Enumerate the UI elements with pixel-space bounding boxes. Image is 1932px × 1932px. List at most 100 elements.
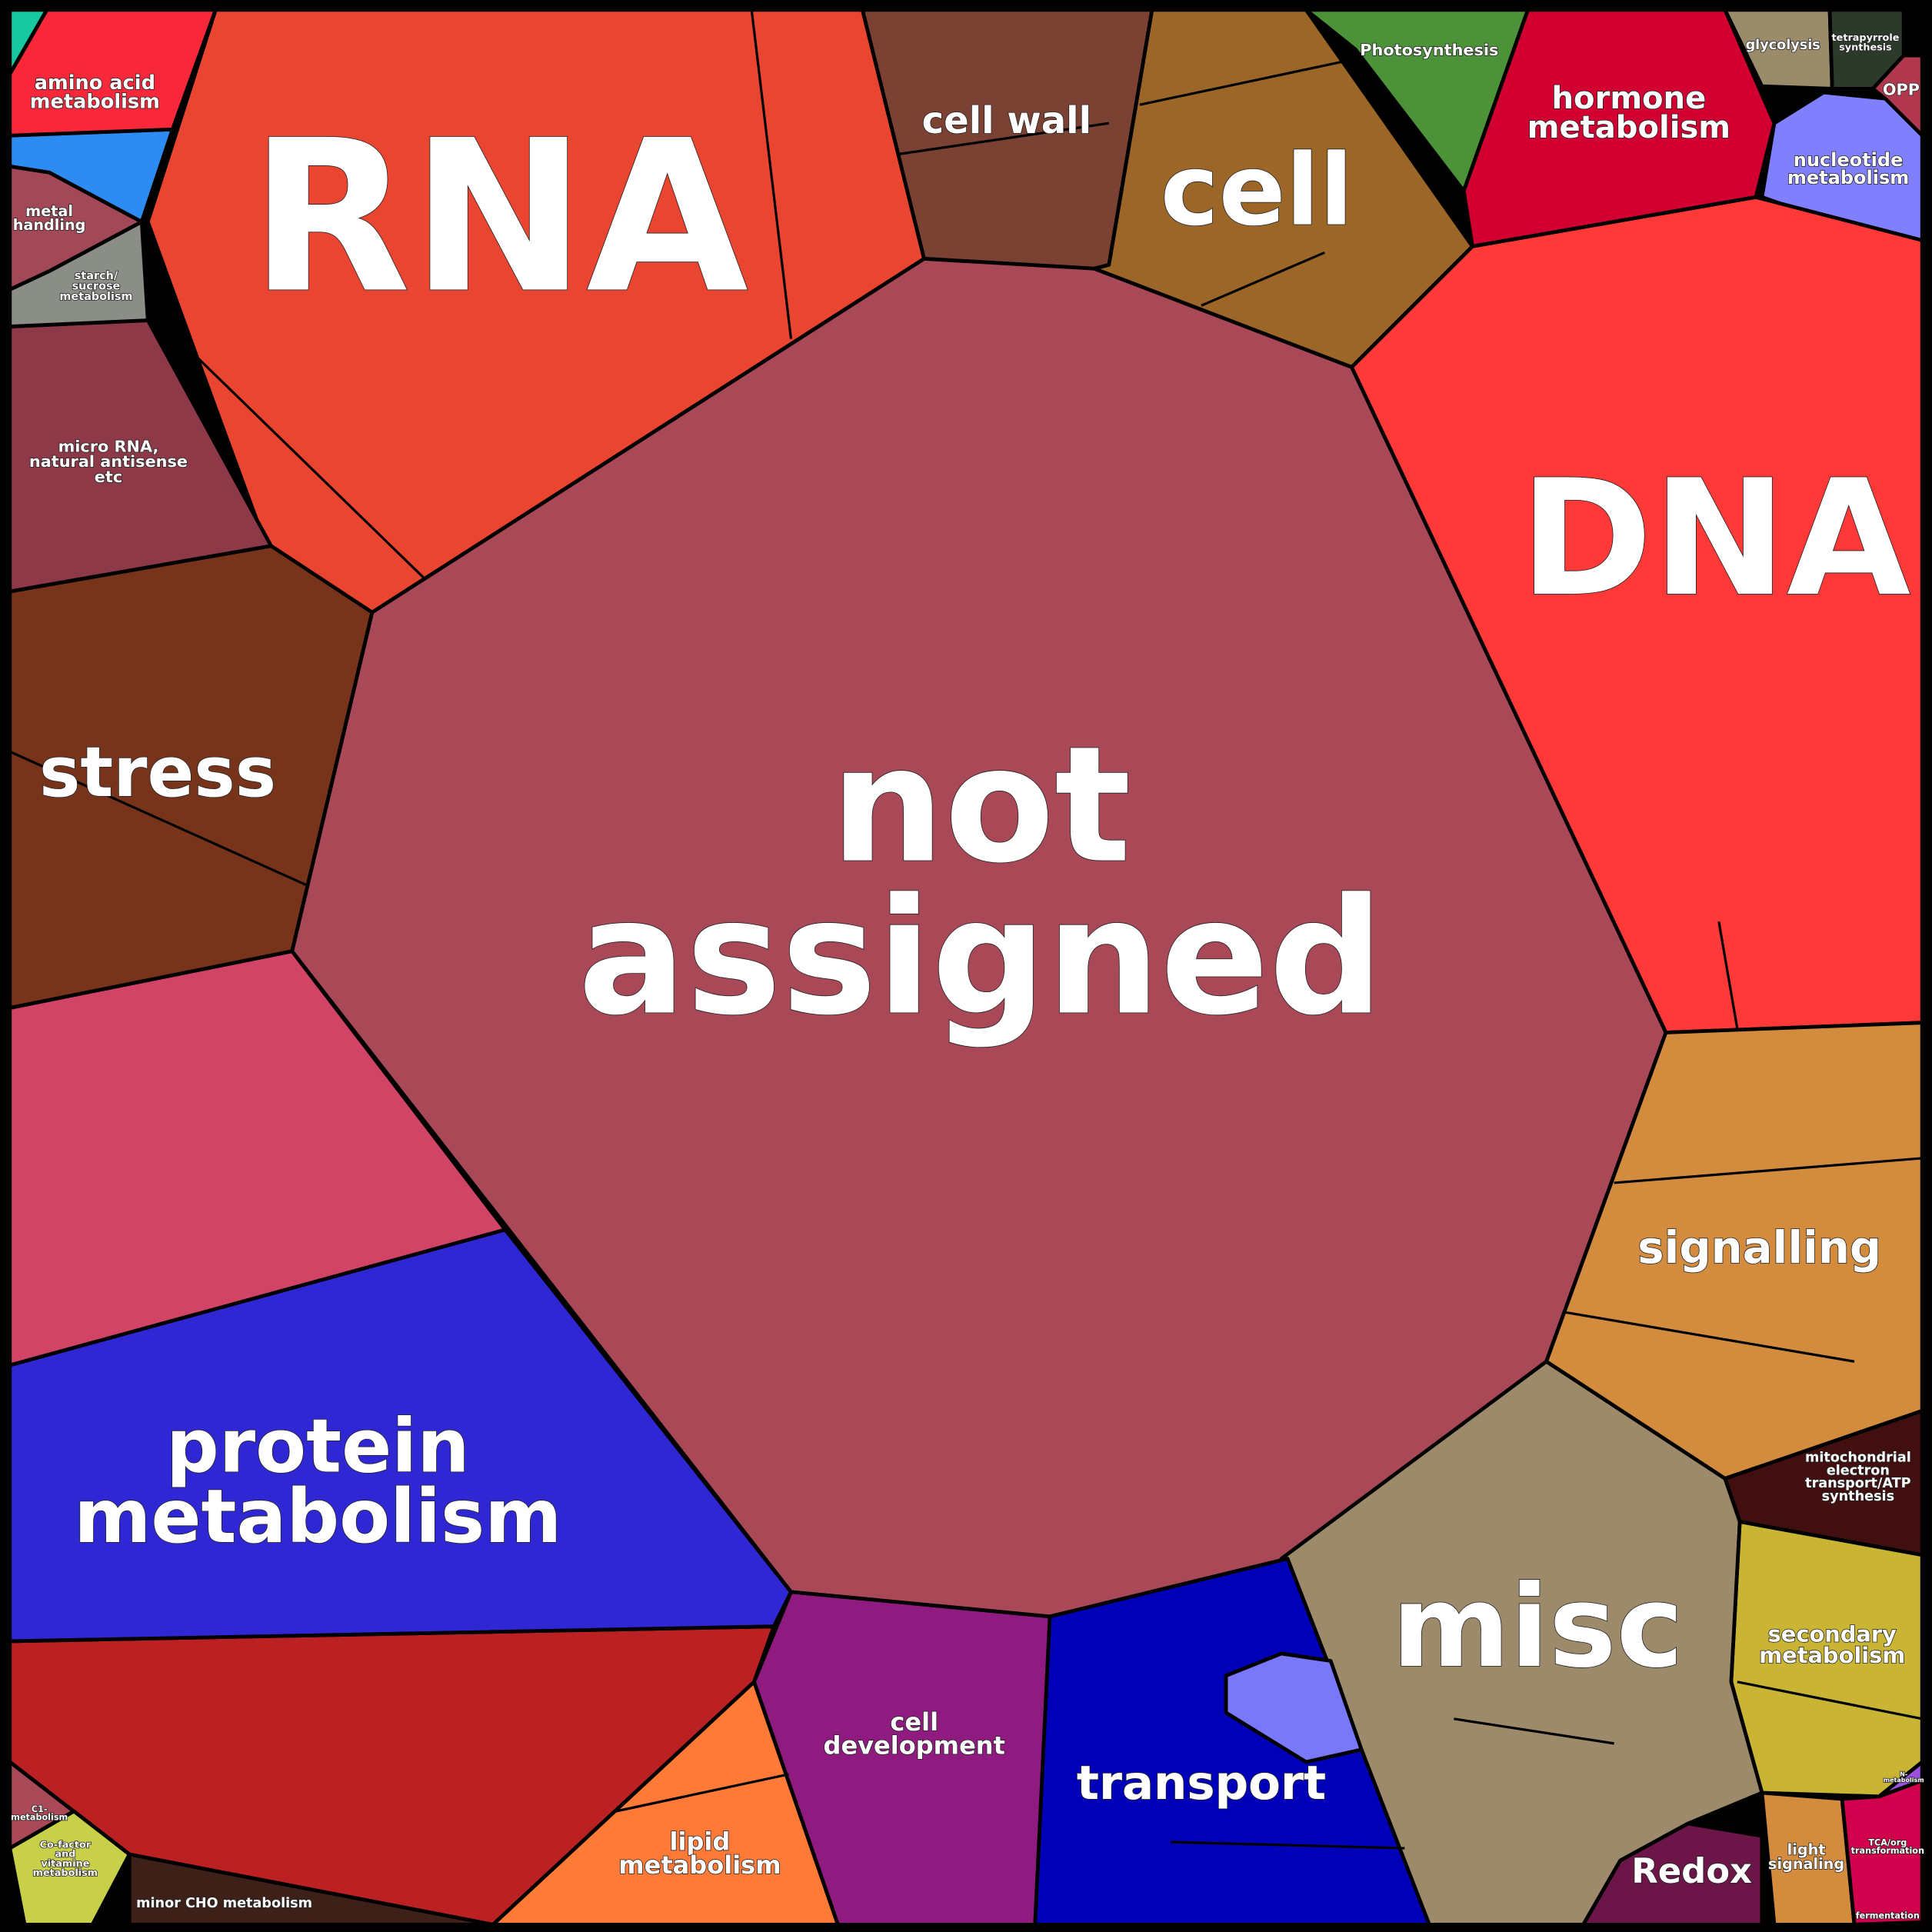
label: stress	[39, 733, 276, 813]
divider	[750, 9, 793, 339]
label-line: handling	[13, 216, 86, 234]
label-line: transport/ATP	[1805, 1476, 1911, 1491]
divider	[1170, 1840, 1405, 1850]
label-line: vitamine	[41, 1858, 89, 1870]
label-line: hormone	[1552, 81, 1707, 116]
label: not assigned	[578, 713, 1383, 1051]
label: transport	[1077, 1756, 1326, 1810]
label-line: lipid	[670, 1827, 731, 1856]
label-line: light	[1787, 1841, 1826, 1859]
label-line: tetrapyrrole	[1832, 32, 1900, 44]
label: secondary metabolism	[1759, 1621, 1905, 1668]
divider	[899, 122, 1110, 155]
divider	[1454, 1717, 1614, 1745]
label: cell development	[824, 1707, 1005, 1760]
label-line: nucleotide	[1794, 149, 1904, 171]
label-line: cell	[890, 1707, 938, 1737]
label-line: micro RNA,	[58, 437, 159, 455]
label: amino acid metabolism	[30, 72, 160, 113]
label-line: synthesis	[1822, 1489, 1894, 1504]
label-line: metal	[25, 202, 73, 220]
divider	[196, 356, 426, 581]
cells	[8, 8, 1924, 1927]
label: Redox	[1631, 1850, 1752, 1891]
label-line: misc	[1392, 1561, 1684, 1693]
label: glycolysis	[1746, 38, 1820, 53]
label: C1-metabolism	[11, 1804, 68, 1823]
label-line: secondary	[1768, 1621, 1897, 1647]
transport-sub	[1224, 1651, 1364, 1764]
label-line: development	[824, 1731, 1005, 1760]
label-line: Photosynthesis	[1360, 41, 1498, 59]
label: minor CHO metabolism	[136, 1896, 312, 1911]
label: Co-factor and vitamine metabolism	[33, 1839, 98, 1879]
label-line: starch/	[75, 270, 118, 282]
divider	[1614, 1157, 1923, 1184]
label-line: metabolism	[11, 1813, 68, 1823]
label: DNA	[1520, 446, 1910, 632]
label: hormone metabolism	[1527, 81, 1730, 145]
divider	[1201, 251, 1325, 307]
label-line: transformation	[1851, 1846, 1924, 1856]
label-line: minor CHO metabolism	[136, 1896, 312, 1911]
label-line: metabolism	[30, 90, 160, 113]
label-line: etc	[95, 468, 122, 486]
tca-cell	[1840, 1778, 1924, 1927]
label: lipid metabolism	[618, 1827, 781, 1879]
divider	[1564, 1311, 1855, 1363]
label-line: glycolysis	[1746, 38, 1820, 53]
label-line: signalling	[1637, 1221, 1881, 1274]
label-line: OPP	[1883, 80, 1920, 98]
label-line: C1-	[32, 1804, 48, 1814]
label-line: metabolism	[1527, 110, 1730, 145]
label-line: fermentation	[1856, 1910, 1920, 1920]
label: OPP	[1883, 80, 1920, 98]
label: misc	[1392, 1561, 1684, 1693]
label-line: and	[55, 1849, 75, 1860]
label: cell	[1161, 134, 1354, 248]
label: TCA/org transformation	[1851, 1837, 1924, 1856]
label-line: not	[831, 713, 1131, 899]
label-line: TCA/org	[1868, 1837, 1907, 1847]
label-line: mitochondrial	[1805, 1451, 1911, 1466]
minor-cho-cell	[127, 1852, 495, 1927]
label: light signaling	[1768, 1841, 1844, 1873]
label: RNA	[250, 95, 750, 339]
label-line: DNA	[1520, 446, 1910, 632]
label-line: signaling	[1768, 1855, 1844, 1873]
labels: RNA DNA not assigned cell wall cell Photo…	[10, 32, 1924, 1921]
divider	[1717, 921, 1739, 1029]
label: metal handling	[13, 202, 86, 234]
label: tetrapyrrole synthesis	[1832, 32, 1900, 53]
label-line: metabolism	[74, 1474, 561, 1560]
label: signalling	[1637, 1221, 1881, 1274]
label-line: metabolism	[1787, 167, 1909, 188]
label-line: N-	[1900, 1771, 1907, 1778]
divider	[1737, 1681, 1923, 1720]
label-line: amino acid	[35, 72, 155, 95]
label: starch/sucrose metabolism	[59, 270, 132, 303]
label: Photosynthesis	[1360, 41, 1498, 59]
divider	[615, 1773, 789, 1813]
label: mitochondrial electron transport/ATP synthe…	[1805, 1451, 1911, 1504]
divider	[1139, 60, 1344, 106]
teal-cell	[8, 8, 49, 76]
redox-cell	[1581, 1821, 1764, 1927]
label: fermentation	[1856, 1910, 1920, 1920]
label-line: assigned	[578, 864, 1383, 1051]
label-line: transport	[1077, 1756, 1326, 1810]
label: micro RNA, natural antisense etc	[29, 437, 188, 486]
label-line: synthesis	[1839, 42, 1892, 53]
label-line: sucrose	[72, 280, 121, 292]
label: protein metabolism	[74, 1404, 561, 1560]
label: N-metabolism	[1884, 1771, 1924, 1784]
label-line: Redox	[1631, 1850, 1752, 1891]
label-line: metabolism	[1884, 1777, 1924, 1784]
label-line: natural antisense	[29, 452, 188, 471]
label: cell wall	[922, 99, 1091, 142]
label-line: protein	[166, 1404, 470, 1490]
label-line: electron	[1827, 1463, 1890, 1478]
label-line: RNA	[250, 95, 750, 339]
